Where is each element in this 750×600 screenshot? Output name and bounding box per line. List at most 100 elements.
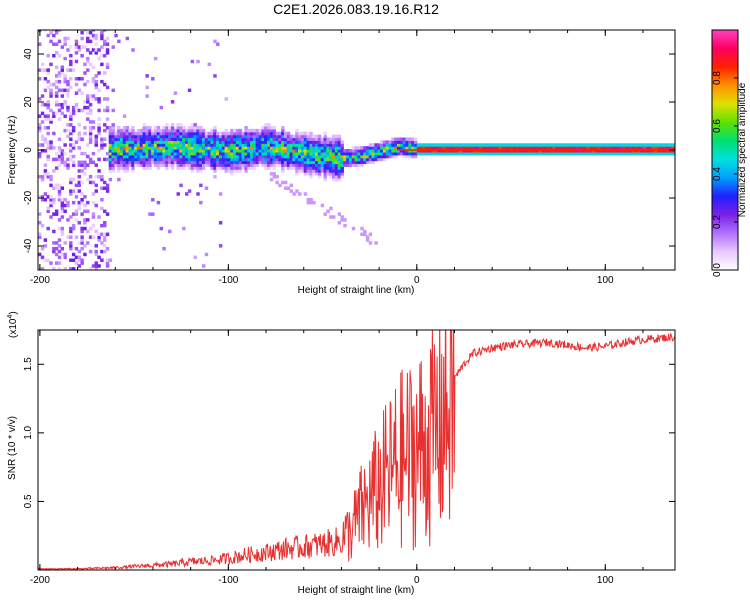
- heatmap-cell: [57, 108, 62, 113]
- heatmap-cell: [261, 151, 265, 156]
- heatmap-cell: [77, 137, 82, 141]
- heatmap-cell: [69, 244, 73, 248]
- heatmap-cell: [63, 198, 67, 202]
- heatmap-cell: [57, 183, 62, 188]
- heatmap-cell: [136, 131, 141, 136]
- heatmap-cell: [659, 143, 664, 147]
- heatmap-cell: [575, 143, 579, 147]
- heatmap-cell: [128, 149, 132, 153]
- heatmap-cell: [134, 154, 138, 159]
- heatmap-cell: [71, 108, 76, 113]
- heatmap-cell: [549, 143, 554, 147]
- heatmap-cell: [57, 195, 62, 199]
- heatmap-cell: [204, 154, 209, 159]
- heatmap-cell: [168, 128, 172, 133]
- heatmap-cell: [640, 151, 644, 156]
- heatmap-cell: [63, 56, 67, 61]
- heatmap-cell: [111, 45, 115, 49]
- heatmap-cell: [119, 151, 124, 156]
- heatmap-cell: [425, 151, 429, 156]
- heatmap-cell: [289, 137, 294, 141]
- heatmap-cell: [43, 172, 48, 176]
- heatmap-cell: [363, 154, 367, 159]
- heatmap-cell: [114, 149, 118, 153]
- heatmap-cell: [77, 45, 82, 49]
- heatmap-cell: [193, 166, 197, 170]
- heatmap-cell: [281, 163, 285, 167]
- heatmap-cell: [326, 151, 330, 156]
- heatmap-cell: [151, 134, 155, 139]
- heatmap-cell: [233, 169, 237, 173]
- heatmap-cell: [196, 149, 200, 153]
- heatmap-cell: [74, 51, 79, 55]
- heatmap-cell: [227, 140, 231, 144]
- heatmap-cell: [218, 151, 223, 156]
- heatmap-cell: [368, 232, 373, 237]
- heatmap-cell: [586, 151, 590, 156]
- heatmap-cell: [83, 166, 87, 170]
- heatmap-cell: [436, 143, 441, 147]
- heatmap-cell: [391, 151, 395, 156]
- heatmap-cell: [377, 151, 381, 156]
- heatmap-cell: [281, 160, 285, 165]
- heatmap-cell: [334, 140, 339, 144]
- heatmap-cell: [94, 267, 98, 270]
- heatmap-cell: [224, 137, 229, 141]
- heatmap-cell: [201, 151, 206, 156]
- heatmap-cell: [230, 172, 234, 176]
- heatmap-cell: [264, 143, 268, 147]
- heatmap-cell: [216, 140, 220, 144]
- heatmap-cell: [210, 149, 214, 153]
- heatmap-cell: [645, 151, 650, 156]
- heatmap-cell: [77, 264, 82, 268]
- heatmap-cell: [340, 146, 344, 150]
- heatmap-cell: [38, 114, 42, 118]
- heatmap-cell: [326, 140, 330, 144]
- heatmap-cell: [213, 143, 217, 147]
- heatmap-cell: [105, 232, 110, 237]
- heatmap-cell: [156, 131, 161, 136]
- heatmap-cell: [60, 186, 65, 190]
- heatmap-cell: [125, 163, 130, 167]
- heatmap-cell: [199, 200, 203, 205]
- heatmap-cell: [43, 238, 48, 242]
- heatmap-cell: [134, 151, 138, 156]
- heatmap-cell: [527, 151, 531, 156]
- heatmap-cell: [145, 126, 149, 130]
- heatmap-cell: [156, 151, 161, 156]
- heatmap-cell: [631, 149, 636, 153]
- heatmap-cell: [80, 160, 84, 165]
- heatmap-cell: [165, 123, 169, 127]
- heatmap-cell: [122, 114, 127, 118]
- heatmap-cell: [43, 77, 48, 81]
- heatmap-cell: [43, 30, 48, 32]
- heatmap-cell: [269, 160, 274, 165]
- heatmap-cell: [100, 54, 104, 58]
- heatmap-cell: [668, 146, 672, 150]
- heatmap-cell: [38, 97, 42, 101]
- heatmap-cell: [255, 128, 260, 133]
- heatmap-cell: [162, 146, 166, 150]
- heatmap-cell: [295, 160, 299, 165]
- heatmap-cell: [479, 151, 483, 156]
- heatmap-cell: [662, 151, 667, 156]
- heatmap-cell: [368, 149, 373, 153]
- heatmap-cell: [46, 143, 50, 147]
- heatmap-cell: [125, 160, 130, 165]
- heatmap-cell: [46, 172, 50, 176]
- heatmap-cell: [303, 192, 308, 196]
- heatmap-cell: [63, 100, 67, 104]
- heatmap-cell: [94, 163, 98, 167]
- heatmap-cell: [377, 146, 381, 150]
- heatmap-cell: [176, 166, 180, 170]
- heatmap-cell: [416, 151, 421, 156]
- heatmap-cell: [221, 137, 226, 141]
- heatmap-cell: [156, 134, 161, 139]
- heatmap-cell: [83, 151, 87, 156]
- heatmap-cell: [57, 30, 62, 32]
- heatmap-cell: [145, 137, 149, 141]
- heatmap-cell: [512, 151, 517, 156]
- heatmap-cell: [224, 97, 229, 101]
- heatmap-cell: [351, 149, 356, 153]
- heatmap-cell: [382, 143, 387, 147]
